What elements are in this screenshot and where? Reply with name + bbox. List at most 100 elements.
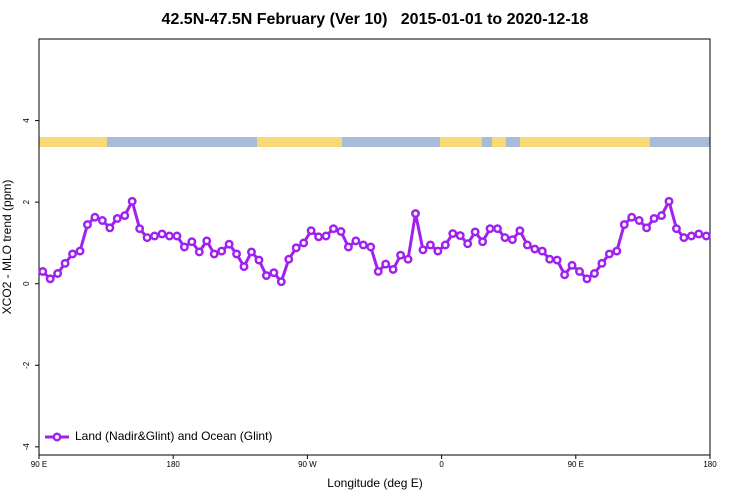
data-point bbox=[381, 259, 391, 269]
data-point bbox=[209, 249, 219, 259]
data-point bbox=[537, 246, 547, 256]
data-point bbox=[522, 240, 532, 250]
data-point bbox=[463, 239, 473, 249]
data-point bbox=[358, 240, 368, 250]
data-point bbox=[217, 246, 227, 256]
data-point bbox=[179, 242, 189, 252]
data-point bbox=[38, 267, 48, 276]
data-point bbox=[83, 220, 92, 230]
data-point bbox=[254, 255, 264, 265]
data-point bbox=[612, 246, 622, 256]
data-point bbox=[455, 231, 465, 241]
data-point bbox=[701, 231, 711, 241]
data-point bbox=[239, 262, 249, 272]
plot-frame bbox=[38, 38, 711, 456]
data-point bbox=[500, 233, 510, 243]
data-point bbox=[314, 232, 324, 242]
data-point bbox=[97, 216, 107, 225]
data-point bbox=[172, 231, 182, 241]
x-tick-label: 180 bbox=[167, 460, 181, 469]
data-point bbox=[545, 254, 555, 264]
data-point bbox=[627, 212, 637, 222]
data-point bbox=[276, 277, 286, 287]
data-point bbox=[120, 211, 130, 221]
data-point bbox=[507, 235, 517, 245]
data-point bbox=[366, 242, 376, 252]
data-point bbox=[440, 240, 450, 250]
data-point bbox=[261, 271, 271, 280]
data-point bbox=[135, 224, 145, 234]
data-point bbox=[485, 224, 495, 234]
x-tick-label: 0 bbox=[439, 460, 444, 469]
data-point bbox=[165, 231, 174, 241]
data-point bbox=[642, 223, 652, 233]
y-tick-label: -2 bbox=[22, 361, 31, 369]
data-point bbox=[552, 255, 562, 265]
data-point bbox=[247, 247, 256, 257]
data-point bbox=[68, 249, 78, 259]
x-tick-label: 90 E bbox=[568, 460, 584, 469]
data-point bbox=[649, 214, 659, 223]
x-tick-label: 90 W bbox=[298, 460, 317, 469]
data-point bbox=[269, 268, 279, 278]
data-point bbox=[202, 236, 212, 246]
data-point bbox=[127, 196, 137, 206]
data-point bbox=[194, 247, 204, 257]
data-point bbox=[306, 226, 316, 236]
x-axis-label: Longitude (deg E) bbox=[327, 476, 422, 490]
data-point bbox=[560, 270, 570, 280]
data-point bbox=[589, 269, 599, 278]
data-point bbox=[619, 220, 629, 230]
data-point bbox=[686, 231, 696, 241]
surface-strip bbox=[39, 137, 710, 147]
data-point bbox=[530, 244, 540, 254]
data-point bbox=[329, 224, 338, 234]
data-point bbox=[604, 249, 614, 259]
data-point bbox=[75, 246, 85, 256]
data-point bbox=[142, 233, 152, 243]
data-point bbox=[157, 229, 167, 239]
data-point bbox=[351, 236, 361, 246]
data-point bbox=[470, 227, 480, 237]
data-point bbox=[425, 240, 435, 250]
data-point bbox=[672, 224, 681, 234]
legend-marker bbox=[52, 432, 62, 442]
data-point bbox=[396, 250, 406, 260]
data-point bbox=[597, 258, 607, 268]
data-point bbox=[515, 226, 525, 236]
y-tick-label: 0 bbox=[22, 281, 31, 286]
data-point bbox=[343, 242, 353, 252]
data-point bbox=[664, 196, 674, 206]
data-point bbox=[433, 246, 443, 256]
data-point bbox=[45, 274, 55, 284]
data-point bbox=[411, 209, 420, 219]
data-point bbox=[336, 227, 346, 236]
data-point bbox=[418, 245, 428, 255]
y-tick-label: 2 bbox=[22, 199, 31, 204]
data-point bbox=[634, 216, 644, 225]
y-tick-label: 4 bbox=[22, 118, 31, 123]
y-axis-label: XCO2 - MLO trend (ppm) bbox=[0, 180, 14, 315]
data-point bbox=[112, 214, 122, 223]
data-point bbox=[679, 233, 689, 243]
data-point bbox=[291, 243, 301, 253]
data-point bbox=[105, 223, 115, 233]
x-tick-label: 180 bbox=[703, 460, 717, 469]
data-point bbox=[575, 267, 584, 276]
data-point bbox=[657, 211, 666, 221]
data-point bbox=[299, 238, 309, 248]
data-point bbox=[478, 237, 488, 247]
chart-title: 42.5N-47.5N February (Ver 10) 2015-01-01… bbox=[162, 11, 589, 28]
data-point bbox=[90, 212, 100, 222]
data-point bbox=[150, 231, 160, 241]
data-point bbox=[448, 229, 458, 238]
x-tick-label: 90 E bbox=[31, 460, 47, 469]
legend-label: Land (Nadir&Glint) and Ocean (Glint) bbox=[75, 429, 272, 443]
data-point bbox=[403, 254, 413, 264]
data-point bbox=[224, 239, 234, 249]
data-point bbox=[60, 258, 70, 268]
data-point bbox=[373, 267, 383, 276]
data-point bbox=[493, 224, 502, 234]
data-point bbox=[582, 274, 592, 284]
data-point bbox=[53, 269, 63, 278]
